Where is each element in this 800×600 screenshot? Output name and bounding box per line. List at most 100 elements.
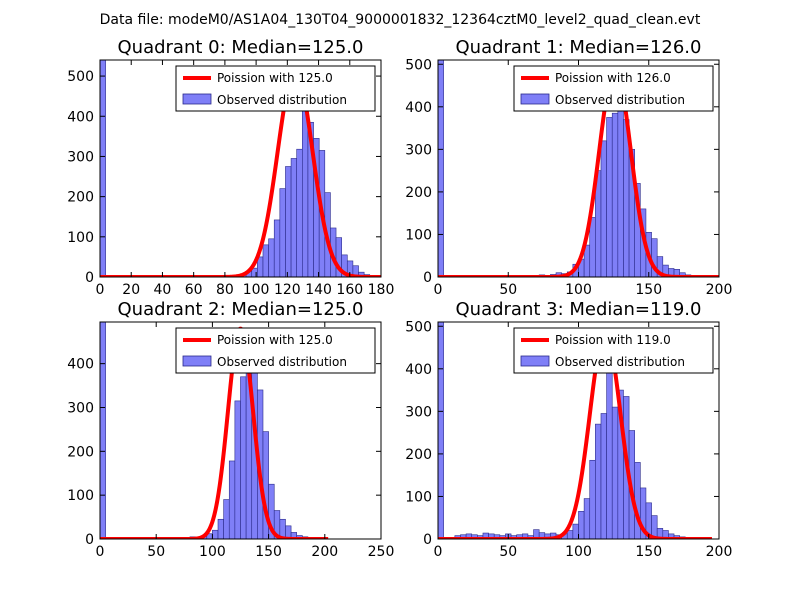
panel-title: Quadrant 2: Median=125.0	[118, 299, 364, 320]
panel-title: Quadrant 0: Median=125.0	[118, 37, 364, 58]
x-tick-label: 0	[434, 544, 443, 560]
x-tick-label: 140	[305, 282, 332, 298]
y-tick-label: 200	[67, 444, 94, 460]
y-tick-label: 500	[405, 319, 432, 335]
y-tick-label: 100	[405, 227, 432, 243]
x-tick-label: 200	[706, 282, 733, 298]
histogram-bar	[228, 460, 236, 539]
legend-bar-label: Observed distribution	[555, 93, 685, 107]
x-tick-label: 100	[565, 282, 592, 298]
x-tick-label: 120	[274, 282, 301, 298]
histogram-bar	[634, 462, 641, 539]
histogram-bar	[279, 188, 286, 277]
y-tick-label: 400	[405, 362, 432, 378]
histogram-bar	[606, 370, 613, 539]
histogram-bar	[606, 117, 613, 277]
histogram-bar	[583, 498, 591, 539]
y-tick-label: 100	[67, 488, 94, 504]
subplots-grid: Quadrant 0: Median=125.00 20 40 60 80 100 120 1…	[67, 37, 732, 560]
y-tick-label: 200	[405, 447, 432, 463]
legend: Poission with 126.0 Observed distribution	[513, 65, 714, 112]
histogram-bar	[268, 238, 275, 277]
histogram-bar	[234, 400, 241, 539]
histogram-bar	[240, 376, 247, 539]
histogram-bar	[217, 518, 224, 539]
y-tick-label: 100	[67, 230, 94, 246]
legend-bar-label: Observed distribution	[555, 355, 685, 369]
y-tick-label: 400	[405, 100, 432, 116]
y-tick-label: 400	[67, 357, 94, 373]
x-tick-label: 0	[434, 282, 443, 298]
x-tick-label: 80	[216, 282, 234, 298]
panel-1: Quadrant 1: Median=126.0 0 50 100 150 200 0 100…	[405, 37, 732, 298]
histogram-bar	[223, 499, 230, 539]
legend-line-label: Poission with 119.0	[555, 333, 671, 347]
histogram-bar	[212, 529, 219, 539]
y-tick-label: 300	[405, 142, 432, 158]
legend-bar-label: Observed distribution	[217, 93, 347, 107]
panel-title: Quadrant 1: Median=126.0	[456, 37, 702, 58]
x-tick-label: 20	[122, 282, 140, 298]
histogram-bar	[100, 60, 106, 277]
poisson-curve	[100, 68, 381, 277]
x-tick-label: 250	[368, 544, 395, 560]
histogram-bar	[100, 322, 106, 539]
y-tick-label: 500	[405, 57, 432, 73]
histogram-bar	[285, 166, 292, 277]
x-tick-label: 150	[635, 282, 662, 298]
x-tick-label: 50	[147, 544, 165, 560]
x-tick-label: 100	[243, 282, 270, 298]
y-tick-label: 0	[85, 532, 94, 548]
legend: Poission with 125.0 Observed distribution	[175, 327, 376, 374]
x-tick-label: 50	[499, 544, 517, 560]
x-tick-label: 200	[311, 544, 338, 560]
panel-2: Quadrant 2: Median=125.0 0 50 100 150 200 250 0…	[67, 299, 394, 560]
histogram-bar	[273, 219, 281, 277]
x-tick-label: 200	[706, 544, 733, 560]
x-tick-label: 160	[336, 282, 363, 298]
y-tick-label: 0	[423, 532, 432, 548]
y-tick-label: 0	[423, 270, 432, 286]
y-tick-label: 100	[405, 489, 432, 505]
x-tick-label: 150	[635, 544, 662, 560]
legend: Poission with 119.0 Observed distribution	[513, 327, 714, 374]
x-tick-label: 50	[499, 282, 517, 298]
x-tick-label: 100	[199, 544, 226, 560]
legend-bar-swatch	[520, 93, 550, 105]
legend-bar-swatch	[182, 355, 212, 367]
legend-bar-swatch	[520, 355, 550, 367]
axes-frame	[99, 321, 382, 540]
y-tick-label: 300	[67, 400, 94, 416]
legend-line-label: Poission with 126.0	[555, 71, 671, 85]
legend-line-label: Poission with 125.0	[217, 333, 333, 347]
y-tick-label: 200	[67, 190, 94, 206]
x-tick-label: 150	[255, 544, 282, 560]
y-tick-label: 300	[67, 149, 94, 165]
x-tick-label: 0	[96, 544, 105, 560]
panel-3: Quadrant 3: Median=119.0 0 50 100 150 200 0 100…	[405, 299, 732, 560]
x-tick-label: 180	[368, 282, 395, 298]
histogram-bar	[611, 112, 619, 277]
y-tick-label: 200	[405, 185, 432, 201]
panel-title: Quadrant 3: Median=119.0	[456, 299, 702, 320]
legend: Poission with 125.0 Observed distribution	[175, 65, 376, 112]
histogram-bar	[595, 423, 602, 539]
histogram-bar	[600, 140, 607, 277]
legend-line-label: Poission with 125.0	[217, 71, 333, 85]
histogram-bar	[578, 511, 585, 539]
x-tick-label: 100	[565, 544, 592, 560]
panel-0: Quadrant 0: Median=125.00 20 40 60 80 100 120 1…	[67, 37, 394, 298]
histogram-bar	[566, 530, 574, 539]
histogram-bar	[438, 60, 444, 277]
y-tick-label: 500	[67, 69, 94, 85]
histogram-bar	[290, 158, 297, 277]
x-tick-label: 0	[96, 282, 105, 298]
histogram-bar	[262, 244, 269, 277]
y-tick-label: 300	[405, 404, 432, 420]
legend-bar-label: Observed distribution	[217, 355, 347, 369]
x-tick-label: 40	[154, 282, 172, 298]
histogram-bar	[572, 523, 579, 539]
legend-bar-swatch	[182, 93, 212, 105]
y-tick-label: 0	[85, 270, 94, 286]
